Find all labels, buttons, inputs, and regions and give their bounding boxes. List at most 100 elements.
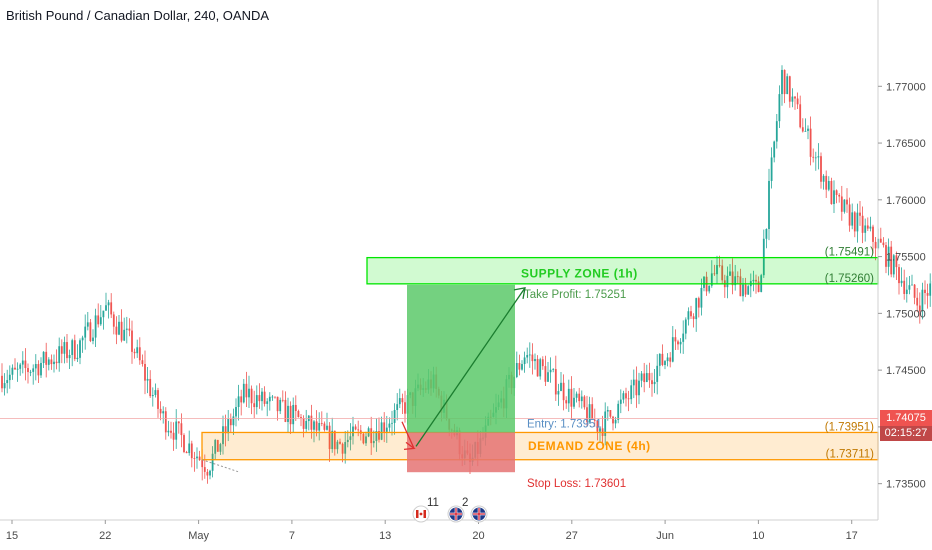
candle-body	[404, 402, 406, 414]
candle-body	[229, 419, 232, 426]
candle-body	[651, 380, 653, 385]
candle-body	[102, 310, 105, 318]
candle-body	[695, 298, 698, 320]
candle-body	[796, 98, 799, 105]
zone-top-value: (1.73951)	[825, 421, 874, 433]
up-arrow-head-icon	[513, 287, 526, 299]
candle-body	[781, 69, 783, 95]
time-axis[interactable]: 15 22 May 7 13 20 27 Jun 10 17	[0, 519, 878, 542]
candle-body	[804, 130, 807, 132]
candle-body	[271, 396, 274, 398]
candle-body	[879, 238, 882, 243]
candle-body	[619, 399, 622, 404]
candle-body	[170, 430, 172, 433]
candle-body	[175, 421, 178, 440]
candle-body	[539, 359, 542, 377]
candle-body	[73, 340, 76, 360]
candle-body	[729, 271, 731, 276]
candle-body	[53, 361, 55, 365]
candle-body	[196, 456, 198, 459]
price-tick-label: 1.74500	[886, 365, 926, 377]
price-tick-label: 1.76500	[886, 138, 926, 150]
candle-body	[94, 315, 97, 338]
candle-body	[164, 411, 167, 433]
candle-body	[151, 394, 154, 397]
candle-body	[118, 321, 120, 335]
long-position-tool[interactable]: Entry: 1.73951 Take Profit: 1.75251 Stop L…	[201, 284, 626, 490]
candle-body	[357, 429, 360, 431]
candle-body	[27, 368, 29, 373]
candle-body	[336, 441, 339, 450]
down-arrow-head-icon	[403, 441, 416, 451]
candle-body	[318, 423, 321, 431]
candle-body	[14, 367, 16, 370]
candle-body	[375, 431, 378, 442]
candle-body	[177, 421, 180, 424]
time-tick-label: 10	[752, 530, 764, 542]
zone-bottom-value: (1.75260)	[825, 273, 874, 285]
candle-body	[370, 428, 373, 444]
candle-body	[302, 418, 305, 429]
up-arrow-icon	[415, 287, 526, 447]
candle-body	[736, 276, 739, 278]
candle-body	[721, 265, 724, 281]
candle-body	[671, 337, 674, 362]
candle-body	[172, 432, 175, 440]
candle-body	[34, 364, 37, 369]
candle-body	[162, 411, 165, 414]
candle-body	[609, 410, 612, 417]
projection-line	[201, 459, 241, 473]
candle-body	[128, 328, 131, 331]
candle-body	[591, 404, 594, 420]
candle-body	[679, 341, 682, 345]
candle-body	[222, 426, 224, 445]
candle-body	[393, 410, 396, 423]
candle-body	[869, 226, 872, 229]
candle-body	[198, 456, 201, 461]
candle-body	[292, 404, 295, 425]
candle-body	[201, 460, 204, 468]
candle-body	[99, 317, 102, 325]
price-tick-label: 1.75000	[886, 308, 926, 320]
candle-body	[632, 379, 635, 386]
candle-body	[328, 425, 331, 450]
candle-body	[521, 364, 523, 370]
candle-body	[583, 396, 586, 408]
candle-body	[258, 395, 261, 402]
candle-body	[560, 382, 562, 392]
candle-body	[21, 360, 24, 365]
zone-bottom-value: (1.73711)	[826, 449, 875, 461]
candle-body	[612, 416, 614, 424]
candle-body	[8, 374, 11, 381]
candle-body	[596, 420, 599, 432]
candle-body	[144, 363, 146, 381]
candle-body	[81, 337, 84, 341]
candle-body	[378, 431, 380, 440]
stop-area	[407, 432, 515, 473]
candle-body	[859, 212, 861, 216]
down-arrow-icon	[401, 421, 415, 449]
candle-body	[313, 421, 315, 430]
economic-events[interactable]: 11 2	[412, 497, 488, 523]
candle-body	[167, 430, 170, 433]
candle-body	[890, 246, 893, 275]
candle-body	[71, 340, 74, 356]
candle-body	[349, 436, 352, 440]
candle-body	[916, 297, 919, 306]
candle-body	[515, 363, 518, 377]
candle-body	[817, 156, 820, 158]
candle-body	[742, 284, 744, 297]
candle-body	[536, 358, 539, 377]
candle-body	[557, 391, 560, 395]
candle-body	[718, 265, 721, 266]
candle-body	[50, 359, 53, 365]
candle-body	[136, 347, 139, 354]
candle-body	[55, 361, 58, 364]
candle-body	[245, 383, 248, 398]
zone-label: SUPPLY ZONE (1h)	[521, 267, 638, 281]
chart-title: British Pound / Canadian Dollar, 240, OA…	[6, 8, 270, 23]
candle-body	[734, 276, 737, 286]
candle-body	[882, 242, 885, 246]
price-axis[interactable]: 1.77000 1.76500 1.76000 1.75500 1.75000 1.745…	[877, 0, 926, 520]
